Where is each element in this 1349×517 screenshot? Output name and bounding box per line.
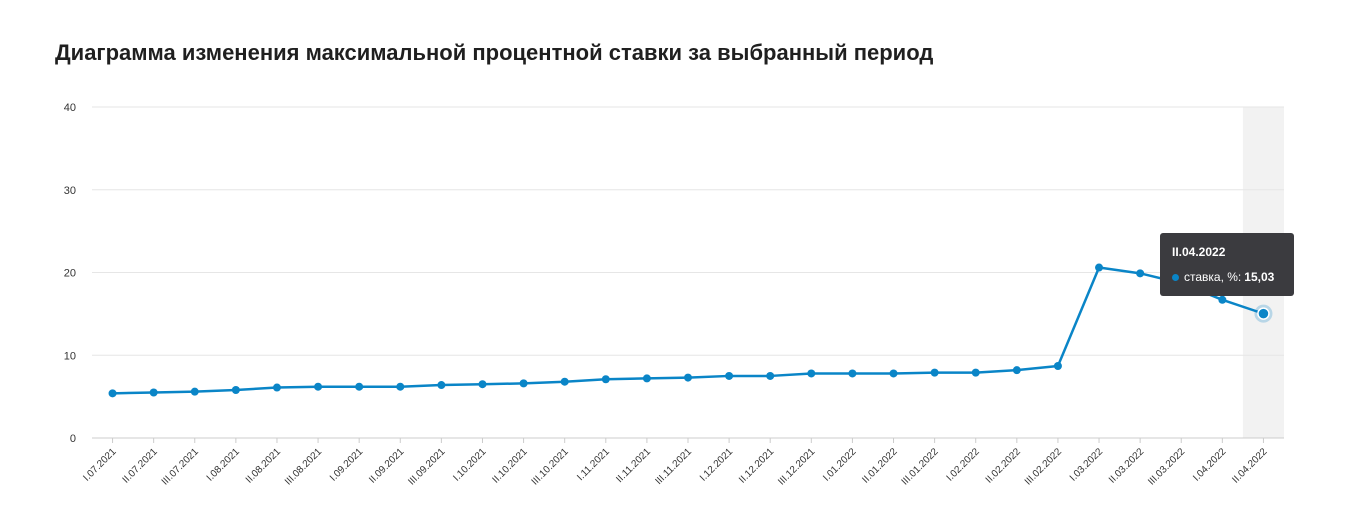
x-tick-label: II.02.2022: [984, 446, 1024, 486]
x-tick-label: I.10.2021: [451, 446, 489, 484]
data-point: [519, 379, 528, 388]
x-tick-label: III.12.2021: [776, 446, 818, 488]
x-tick-label: III.10.2021: [530, 446, 572, 488]
x-tick-label: I.03.2022: [1068, 446, 1106, 484]
x-tick-label: II.07.2021: [121, 446, 161, 486]
data-point: [149, 388, 158, 397]
x-tick-label: II.04.2022: [1230, 446, 1270, 486]
data-point: [190, 387, 199, 396]
y-tick-label: 10: [64, 350, 76, 362]
x-tick-label: III.03.2022: [1146, 446, 1188, 488]
x-tick-label: II.10.2021: [490, 446, 530, 486]
data-point: [1136, 269, 1145, 278]
data-point: [971, 368, 980, 377]
data-point: [314, 382, 323, 391]
data-point: [1012, 366, 1021, 375]
x-tick-label: II.12.2021: [737, 446, 777, 486]
x-tick-label: I.11.2021: [575, 446, 612, 483]
x-tick-label: I.09.2021: [328, 446, 366, 484]
x-tick-label: I.01.2022: [821, 446, 859, 484]
x-tick-label: III.07.2021: [160, 446, 202, 488]
x-tick-label: I.04.2022: [1191, 446, 1229, 484]
y-tick-label: 40: [64, 102, 76, 114]
series-dot-icon: [1172, 273, 1179, 281]
chart-tooltip: II.04.2022 ставка, %: 15,03: [1160, 233, 1294, 296]
x-tick-label: III.11.2021: [653, 446, 694, 487]
data-point: [272, 383, 281, 392]
data-point: [1095, 263, 1104, 272]
x-tick-label: I.07.2021: [81, 446, 119, 484]
data-point: [725, 371, 734, 380]
data-point: [848, 369, 857, 378]
tooltip-row: ставка, %: 15,03: [1172, 270, 1284, 284]
y-tick-label: 30: [64, 185, 76, 197]
x-tick-label: III.02.2022: [1023, 446, 1065, 488]
series-layer: [108, 263, 1273, 398]
data-point: [889, 369, 898, 378]
x-tick-label: III.09.2021: [406, 446, 448, 488]
x-tick-label: II.11.2021: [614, 446, 653, 485]
data-point: [396, 382, 405, 391]
tooltip-value: 15,03: [1244, 270, 1275, 284]
x-tick-label: II.01.2022: [860, 446, 900, 486]
tooltip-label: ставка, %:: [1184, 270, 1242, 284]
data-point: [355, 382, 364, 391]
tooltip-title: II.04.2022: [1172, 245, 1226, 259]
data-point: [642, 374, 651, 383]
data-point: [437, 381, 446, 390]
data-point: [1053, 362, 1062, 371]
y-tick-label: 20: [64, 268, 76, 280]
y-axis: 0 10 20 30 40: [64, 102, 76, 445]
x-tick-label: I.08.2021: [205, 446, 243, 484]
data-point: [766, 371, 775, 380]
x-tick-label: II.03.2022: [1107, 446, 1147, 486]
x-tick-label: II.09.2021: [367, 446, 407, 486]
data-point: [478, 380, 487, 389]
data-point: [1218, 295, 1227, 304]
x-tick-label: I.02.2022: [945, 446, 983, 484]
x-tick-label: I.12.2021: [698, 446, 736, 484]
data-point: [231, 386, 240, 395]
x-tick-label: II.08.2021: [244, 446, 284, 486]
x-tick-label: III.08.2021: [283, 446, 325, 488]
x-tick-label: III.01.2022: [900, 446, 942, 488]
data-point: [601, 375, 610, 384]
data-point: [560, 377, 569, 386]
data-point: [930, 368, 939, 377]
data-point: [108, 389, 117, 398]
data-point-highlighted: [1257, 307, 1270, 320]
data-point: [807, 369, 816, 378]
y-tick-label: 0: [70, 433, 76, 445]
chart-title: Диаграмма изменения максимальной процент…: [55, 40, 934, 65]
x-axis: I.07.2021 II.07.2021 III.07.2021 I.08.2021 I…: [81, 438, 1270, 488]
data-point: [684, 373, 692, 382]
